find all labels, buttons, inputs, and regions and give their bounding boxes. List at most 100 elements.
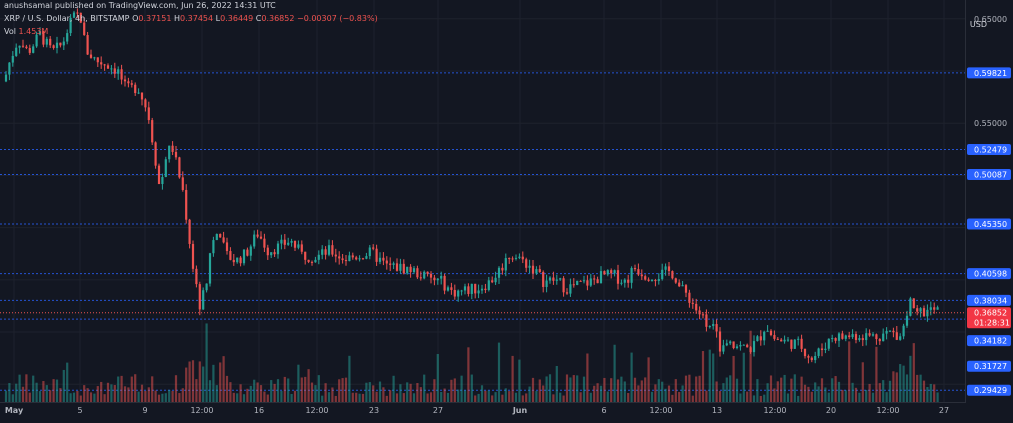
- candle-body: [929, 307, 932, 310]
- candle-body: [803, 348, 807, 357]
- candle-body: [599, 271, 603, 284]
- candle-body: [875, 334, 878, 340]
- candle-body: [477, 290, 480, 294]
- volume-bar: [161, 393, 164, 402]
- candle-body: [878, 339, 881, 342]
- candle-body: [463, 286, 467, 291]
- volume-bar: [382, 387, 385, 402]
- candle-body: [749, 347, 752, 353]
- volume-bar: [191, 360, 195, 402]
- volume-bar: [542, 385, 545, 402]
- volume-bar: [406, 382, 409, 402]
- volume-bar: [892, 371, 895, 402]
- candle-body: [824, 348, 827, 351]
- volume-bar: [508, 391, 511, 402]
- candle-body: [827, 338, 830, 349]
- price-badge-label: 0.40598: [974, 270, 1007, 279]
- candle-body: [287, 242, 290, 245]
- volume-bar: [803, 384, 807, 402]
- symbol-title[interactable]: XRP / U.S. Dollar, 4h, BITSTAMP: [4, 14, 130, 23]
- volume-label[interactable]: Vol: [4, 27, 16, 36]
- volume-bar: [412, 393, 416, 402]
- time-tick-label: 5: [77, 406, 82, 415]
- candle-body: [729, 341, 732, 344]
- candle-body: [572, 284, 575, 286]
- volume-bar: [606, 391, 609, 402]
- volume-bar: [15, 383, 18, 402]
- candle-body: [348, 255, 351, 262]
- volume-bar: [52, 379, 55, 402]
- volume-bar: [854, 387, 858, 402]
- currency-label[interactable]: USD: [969, 20, 987, 29]
- volume-bar: [62, 369, 65, 402]
- candle-body: [351, 255, 354, 258]
- volume-bar: [436, 354, 439, 402]
- high-label: H: [174, 14, 181, 23]
- time-tick-label: May: [5, 406, 24, 415]
- volume-bar: [368, 382, 371, 402]
- candle-body: [117, 69, 120, 74]
- volume-bar: [657, 379, 660, 402]
- candle-body: [52, 45, 55, 48]
- volume-bar: [93, 393, 96, 402]
- volume-bar: [470, 374, 473, 402]
- candle-body: [18, 45, 21, 48]
- volume-bar: [756, 379, 759, 402]
- candle-body: [582, 280, 586, 282]
- volume-bar: [909, 355, 912, 402]
- volume-bar: [831, 378, 834, 402]
- volume-bar: [759, 395, 762, 402]
- candle-body: [569, 284, 572, 294]
- candle-body: [831, 338, 834, 340]
- candle-body: [253, 234, 256, 247]
- volume-bar: [837, 381, 841, 402]
- candle-body: [242, 249, 246, 264]
- volume-bar: [569, 377, 572, 402]
- candle-body: [280, 239, 283, 244]
- candle-body: [450, 287, 453, 290]
- volume-bar: [154, 390, 157, 402]
- candle-body: [494, 277, 497, 283]
- candle-body: [667, 266, 671, 272]
- volume-bar: [579, 392, 582, 402]
- volume-bar: [72, 392, 76, 402]
- price-badge: [967, 335, 1011, 347]
- candle-body: [168, 145, 171, 160]
- volume-bar: [780, 377, 783, 402]
- candle-body: [895, 332, 898, 340]
- candle-body: [610, 270, 613, 274]
- volume-bar: [817, 386, 820, 402]
- volume-bar: [589, 392, 592, 402]
- candle-body: [501, 267, 504, 271]
- volume-bar: [409, 383, 412, 402]
- candle-body: [725, 343, 728, 346]
- candle-body: [38, 31, 42, 35]
- volume-bar: [885, 392, 888, 402]
- volume-bar: [858, 392, 861, 402]
- volume-bar: [123, 386, 127, 402]
- candle-body: [606, 270, 609, 275]
- candle-body: [837, 333, 841, 341]
- volume-bar: [705, 390, 708, 402]
- time-tick-label: 12:00: [649, 406, 672, 415]
- volume-bar: [185, 367, 188, 402]
- candle-body: [834, 338, 837, 341]
- candle-body: [888, 330, 892, 332]
- candle-body: [841, 333, 844, 339]
- volume-bar: [59, 388, 62, 402]
- candle-body: [627, 279, 630, 283]
- candle-body: [705, 314, 708, 327]
- volume-bar: [875, 346, 878, 402]
- candle-body: [106, 65, 110, 69]
- volume-bar: [355, 392, 358, 402]
- volume-bar: [681, 385, 684, 402]
- volume-bar: [460, 375, 463, 402]
- candle-body: [576, 280, 579, 285]
- candle-body: [130, 83, 133, 85]
- volume-bar: [630, 352, 633, 402]
- candle-body: [120, 69, 123, 80]
- volume-bar: [25, 374, 28, 402]
- candle-body: [759, 336, 762, 341]
- volume-bar: [239, 384, 242, 402]
